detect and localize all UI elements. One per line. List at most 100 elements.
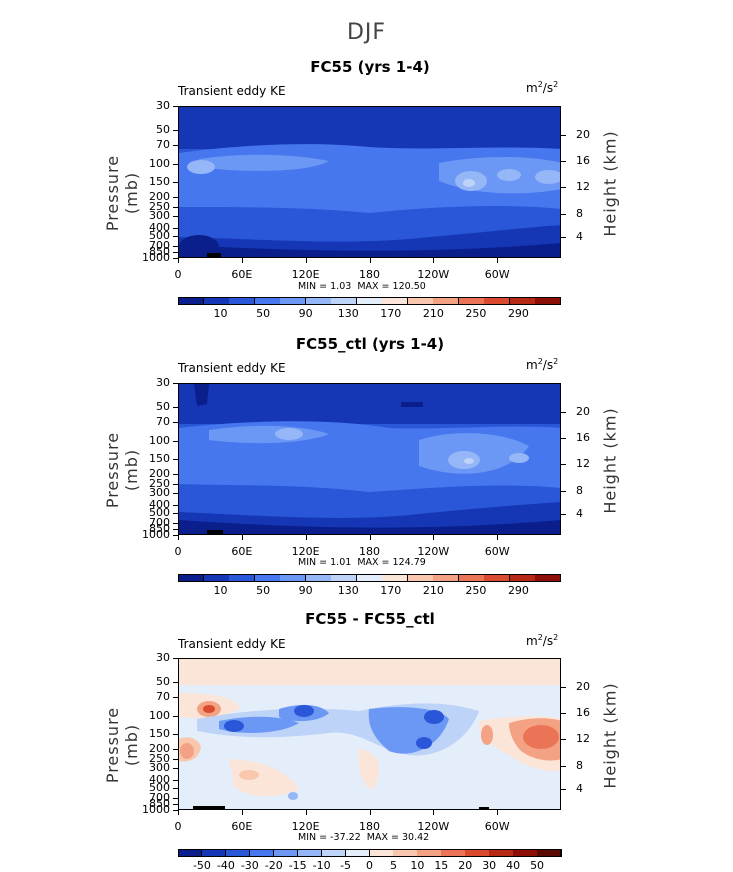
panel-1-title: FC55 (yrs 1-4): [310, 58, 430, 76]
y-tick-mark: [173, 246, 178, 248]
panel-2-minmax: MIN = 1.01 MAX = 124.79: [298, 557, 426, 568]
x-tick-label: 60E: [231, 820, 253, 833]
colorbar-tick-label: 130: [337, 584, 359, 597]
x-tick-label: 180: [359, 820, 380, 833]
height-tick-mark: [561, 236, 566, 238]
panel-1-contour-field: [179, 107, 560, 257]
colorbar-swatch: [178, 297, 205, 305]
x-tick-mark: [178, 258, 179, 263]
x-tick-label: 180: [359, 268, 380, 281]
height-tick-label: 12: [576, 457, 590, 471]
y-tick-mark: [173, 440, 178, 442]
panel-1-plot-area: [178, 106, 561, 258]
colorbar-swatch: [321, 849, 347, 857]
height-tick-label: 4: [576, 506, 583, 520]
height-tick-mark: [561, 213, 566, 215]
colorbar-swatch: [441, 849, 466, 857]
y-tick-mark: [173, 251, 178, 253]
colorbar-tick-label: 290: [507, 307, 529, 320]
height-tick-mark: [561, 160, 566, 162]
colorbar-tick-label: 290: [507, 584, 529, 597]
x-tick-label: 0: [174, 268, 182, 281]
y-tick-label: 70: [156, 689, 170, 703]
y-tick-label: 250: [149, 199, 170, 213]
colorbar-tick-label: -40: [216, 859, 235, 872]
y-tick-mark: [173, 512, 178, 514]
colorbar-swatch: [382, 574, 409, 582]
y-tick-mark: [173, 406, 178, 408]
colorbar-swatch: [484, 297, 511, 305]
panel-2-y2-axis-title: Height (km): [600, 407, 620, 514]
colorbar-frame: [178, 849, 561, 857]
x-tick-label: 120E: [291, 268, 320, 281]
colorbar-tick-label: 90: [298, 307, 313, 320]
y-tick-mark: [173, 734, 178, 735]
colorbar-swatch: [407, 574, 434, 582]
colorbar-swatch: [356, 297, 383, 305]
colorbar-tick-label: 0: [366, 859, 373, 872]
colorbar-swatch: [229, 297, 256, 305]
y-tick-label: 150: [149, 727, 170, 740]
y-tick-mark: [173, 144, 178, 146]
height-tick-label: 16: [576, 705, 590, 719]
colorbar-tick-label: 20: [458, 859, 473, 872]
height-tick-label: 20: [576, 404, 590, 418]
panel-3-variable-label: Transient eddy KE: [178, 637, 286, 651]
y-tick-label: 500: [149, 228, 170, 242]
x-tick-mark: [241, 258, 243, 263]
height-tick-mark: [561, 187, 566, 189]
y-tick-label: 400: [149, 772, 170, 786]
y-tick-label: 700: [149, 239, 170, 253]
colorbar-swatch: [489, 849, 514, 857]
colorbar-swatch: [229, 574, 256, 582]
y-tick-mark: [173, 182, 178, 183]
y-tick-mark: [173, 658, 178, 659]
colorbar-swatch: [407, 297, 434, 305]
colorbar-tick-label: 170: [380, 307, 402, 320]
colorbar-swatch: [509, 574, 536, 582]
y-tick-label: 70: [156, 137, 170, 151]
y-tick-mark: [173, 197, 178, 199]
height-tick-mark: [561, 686, 566, 688]
colorbar-tick-label: 10: [410, 859, 425, 872]
y-tick-label: 200: [149, 190, 170, 204]
y-tick-mark: [173, 681, 178, 683]
y-tick-mark: [173, 235, 178, 237]
x-tick-label: 180: [359, 545, 380, 558]
panel-3-units: m2/s2: [526, 633, 559, 648]
height-tick-mark: [561, 712, 566, 714]
height-tick-label: 20: [576, 679, 590, 693]
height-tick-label: 8: [576, 483, 583, 497]
y-tick-label: 400: [149, 220, 170, 234]
colorbar-swatch: [305, 297, 332, 305]
y-tick-mark: [173, 493, 178, 495]
y-tick-label: 300: [149, 486, 170, 500]
panel-2-plot-area: [178, 383, 561, 535]
panel-3-plot-area: [178, 658, 561, 810]
x-tick-label: 120W: [417, 545, 450, 558]
y-tick-label: 30: [156, 376, 170, 389]
height-tick-mark: [561, 490, 566, 492]
colorbar-swatch: [297, 849, 323, 857]
colorbar-swatch: [178, 574, 205, 582]
y-tick-label: 150: [149, 175, 170, 188]
y-tick-mark: [173, 528, 178, 530]
panel-3-contour-field: [179, 659, 560, 809]
colorbar-swatch: [305, 574, 332, 582]
x-tick-mark: [305, 535, 307, 540]
y-tick-mark: [173, 383, 178, 384]
x-tick-mark: [433, 810, 435, 815]
y-tick-mark: [173, 504, 178, 506]
y-tick-mark: [173, 810, 178, 811]
y-tick-label: 400: [149, 497, 170, 511]
colorbar-tick-label: 50: [256, 307, 271, 320]
x-tick-mark: [497, 258, 499, 263]
y-tick-label: 100: [149, 156, 170, 170]
x-tick-mark: [433, 535, 435, 540]
colorbar-swatch: [513, 849, 538, 857]
height-tick-label: 20: [576, 127, 590, 141]
panel-2-units: m2/s2: [526, 357, 559, 372]
colorbar-swatch: [356, 574, 383, 582]
panel-2-y-axis-title: Pressure (mb): [103, 431, 141, 509]
y-tick-mark: [173, 483, 178, 485]
